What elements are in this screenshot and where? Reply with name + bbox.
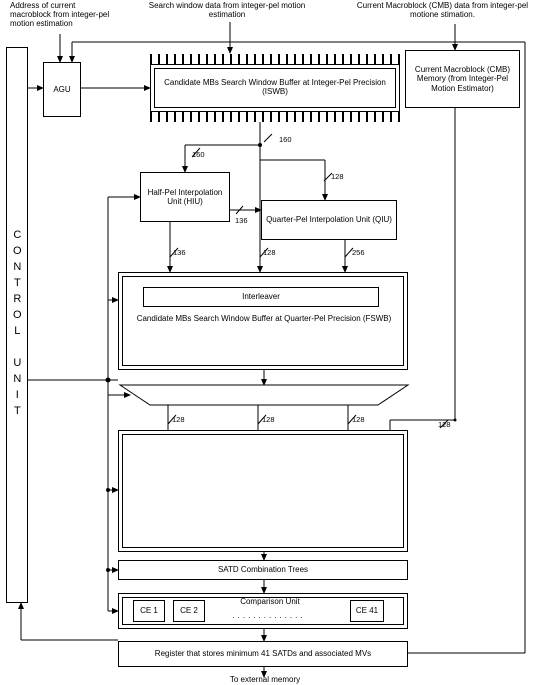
- satd-trees-block: SATD Combination Trees: [118, 560, 408, 580]
- width-160b: 160: [279, 135, 292, 144]
- cmb-memory-block: Current Macroblock (CMB) Memory (from In…: [405, 50, 520, 108]
- qiu-label: Quarter-Pel Interpolation Unit (QIU): [266, 215, 392, 224]
- width-160a: 160: [192, 150, 205, 159]
- iswb-hatch-bottom: [150, 112, 400, 122]
- addr-input-label: Address of current macroblock from integ…: [10, 2, 118, 28]
- ce2-block: CE 2: [173, 600, 205, 622]
- hiu-block: Half-Pel Interpolation Unit (HIU): [140, 172, 230, 222]
- width-136b: 136: [173, 248, 186, 257]
- satd-trees-label: SATD Combination Trees: [218, 565, 308, 574]
- agu-block: AGU: [43, 62, 81, 117]
- comparison-dots: ..............: [214, 612, 324, 621]
- ce1-block: CE 1: [133, 600, 165, 622]
- width-136a: 136: [235, 216, 248, 225]
- fswb-label: Candidate MBs Search Window Buffer at Qu…: [129, 315, 399, 324]
- footer-label: To external memory: [210, 676, 320, 685]
- fswb-block: Interleaver Candidate MBs Search Window …: [118, 272, 408, 370]
- mux-label: Multiplexer: [210, 389, 320, 398]
- hiu-label: Half-Pel Interpolation Unit (HIU): [143, 188, 227, 206]
- width-128f: 128: [438, 420, 451, 429]
- iswb-hatch-top: [150, 54, 400, 64]
- pu-sc-container: [118, 430, 408, 552]
- width-128b: 128: [263, 248, 276, 257]
- control-unit-label: CONTROL UNIT: [11, 229, 24, 421]
- cmb-memory-label: Current Macroblock (CMB) Memory (from In…: [408, 65, 517, 93]
- register-label: Register that stores minimum 41 SATDs an…: [155, 649, 371, 658]
- interleaver-label: Interleaver: [242, 292, 280, 301]
- ce41-block: CE 41: [350, 600, 384, 622]
- register-block: Register that stores minimum 41 SATDs an…: [118, 641, 408, 667]
- comparison-label: Comparison Unit: [215, 598, 325, 607]
- agu-label: AGU: [53, 85, 70, 94]
- iswb-label: Candidate MBs Search Window Buffer at In…: [157, 71, 393, 105]
- search-input-label: Search window data from integer-pel moti…: [142, 2, 312, 20]
- interleaver-block: Interleaver: [143, 287, 379, 307]
- ce1-label: CE 1: [140, 606, 158, 615]
- ce2-label: CE 2: [180, 606, 198, 615]
- width-128a: 128: [331, 172, 344, 181]
- cmb-input-label: Current Macroblock (CMB) data from integ…: [355, 2, 530, 20]
- ce41-label: CE 41: [356, 606, 378, 615]
- width-128c: 128: [172, 415, 185, 424]
- width-256: 256: [352, 248, 365, 257]
- control-unit-block: CONTROL UNIT: [6, 47, 28, 603]
- qiu-block: Quarter-Pel Interpolation Unit (QIU): [261, 200, 397, 240]
- width-128e: 128: [352, 415, 365, 424]
- iswb-block: Candidate MBs Search Window Buffer at In…: [150, 64, 400, 112]
- width-128d: 128: [262, 415, 275, 424]
